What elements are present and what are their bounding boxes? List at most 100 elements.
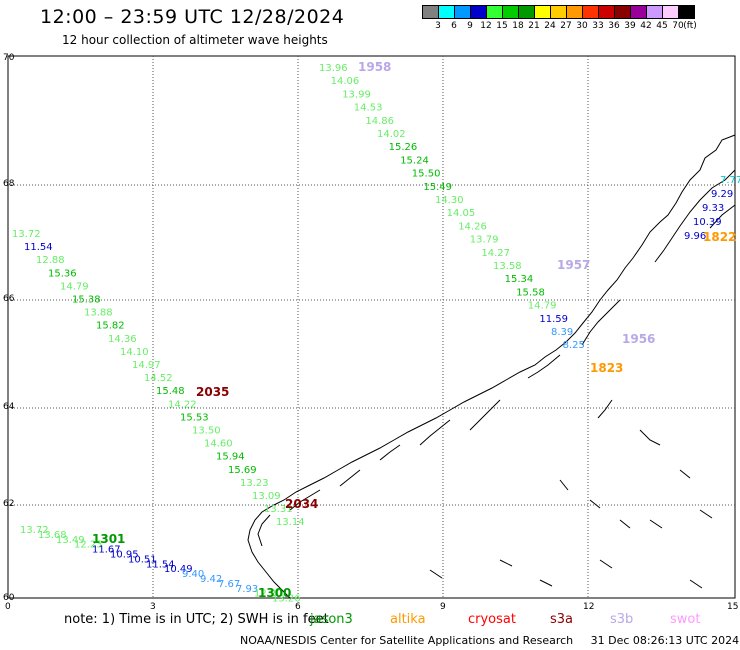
wave-height-value: 7.77 [720,175,740,186]
legend-label: 18 [512,21,524,31]
wave-height-value: 13.96 [319,63,348,74]
wave-height-value: 15.53 [180,412,209,423]
legend-swatch [630,5,647,19]
wave-height-value: 11.59 [539,314,568,325]
wave-height-value: 15.82 [96,321,125,332]
wave-height-value: 14.52 [144,373,173,384]
legend-swatch [486,5,503,19]
wave-height-value: 14.97 [132,360,161,371]
wave-height-value: 9.33 [702,203,724,214]
grid-lines [8,56,735,598]
wave-height-value: 9.29 [711,189,733,200]
wave-height-value: 14.05 [447,208,476,219]
wave-height-value: 13.88 [84,308,113,319]
lat-label: 66 [3,294,15,304]
wave-height-value: 15.69 [228,465,257,476]
lat-label: 60 [3,593,15,603]
legend-unit: (ft) [683,21,697,31]
legend-swatch [470,5,487,19]
wave-height-value: 11.54 [146,559,175,570]
timestamp-text: 31 Dec 08:26:13 UTC 2024 [590,634,740,647]
legend-swatch [454,5,471,19]
legend-label: 9 [467,21,473,31]
wave-height-value: 15.26 [389,142,418,153]
legend-label: 33 [592,21,604,31]
legend-label: 15 [496,21,508,31]
wave-height-value: 15.38 [72,295,101,306]
legend-swatch [646,5,663,19]
wave-height-value: 14.06 [331,76,360,87]
satellite-cryosat: cryosat [468,612,516,627]
wave-height-value: 13.26 [272,594,301,605]
wave-height-value: 13.72 [20,525,49,536]
wave-height-value: 8.25 [563,340,585,351]
legend-swatch [614,5,631,19]
satellite-s3a: s3a [550,612,574,627]
wave-height-value: 14.02 [377,129,406,140]
note-line: note: 1) Time is in UTC; 2) SWH is in fe… [64,612,700,627]
pass-time-label: 1823 [590,361,623,375]
legend-label: 21 [528,21,540,31]
legend-swatch [438,5,455,19]
legend-swatch [598,5,615,19]
satellite-swot: swot [670,612,701,627]
legend-swatch [518,5,535,19]
wave-height-value: 15.48 [156,386,185,397]
pass-time-label: 1822 [703,230,736,244]
legend-swatch [550,5,567,19]
wave-height-value: 10.51 [128,554,157,565]
wave-height-value: 11.67 [92,545,121,556]
wave-height-value: 13.14 [276,517,305,528]
lon-label: 15 [727,602,738,612]
legend-label: 45 [656,21,668,31]
legend-label: 30 [576,21,588,31]
wave-height-value: 14.60 [204,439,233,450]
lon-axis-labels: 0 3 6 9 12 15 [5,602,738,612]
wave-height-value: 14.10 [120,347,149,358]
wave-height-value: 13.50 [192,426,221,437]
wave-height-value: 13.31 [264,504,293,515]
wave-height-value: 15.34 [505,274,534,285]
wave-height-value: 12.23 [74,540,103,551]
wave-height-value: 13.23 [240,478,269,489]
wave-height-value: 15.24 [400,155,429,166]
color-legend: 3 6 9 12 15 18 21 24 27 30 33 36 39 42 45 70 (ft) [422,5,697,31]
wave-height-value: 14.22 [168,399,197,410]
wave-height-value: 8.39 [551,327,573,338]
satellite-altika: altika [390,612,426,627]
wave-height-value: 13.58 [493,261,522,272]
wave-height-value: 14.79 [60,281,89,292]
pass-time-label: 2034 [285,497,318,511]
wave-height-value: 14.36 [108,334,137,345]
legend-swatch [678,5,695,19]
wave-height-value: 14.79 [528,301,557,312]
wave-height-value: 9.96 [684,231,706,242]
legend-label: 39 [624,21,636,31]
wave-height-value: 15.94 [216,452,245,463]
wave-height-value: 13.49 [56,535,85,546]
wave-height-value: 15.49 [423,182,452,193]
wave-height-value: 14.27 [481,248,510,259]
lon-label: 3 [150,602,156,612]
legend-label: 6 [451,21,457,31]
page-title: 12:00 – 23:59 UTC 12/28/2024 [40,6,345,28]
legend-swatch [566,5,583,19]
wave-height-value: 13.79 [470,235,499,246]
wave-height-value: 15.50 [412,169,441,180]
lon-label: 0 [5,602,11,612]
lon-label: 9 [440,602,446,612]
wave-height-value: 9.42 [200,574,222,585]
legend-swatch [582,5,599,19]
lon-label: 6 [295,602,301,612]
wave-height-value: 10.49 [164,564,193,575]
satellite-tracks: 13.96 14.06 13.99 14.53 14.86 14.02 15.26 15.24… [12,63,740,605]
wave-height-value: 15.58 [516,287,545,298]
legend-label: 36 [608,21,620,31]
wave-height-value: 13.09 [252,491,281,502]
footer-credit: NOAA/NESDIS Center for Satellite Applica… [240,634,739,647]
satellite-jason3: jason3 [310,612,353,627]
legend-label: 24 [544,21,556,31]
wave-height-value: 14.86 [365,116,394,127]
legend-label: 27 [560,21,572,31]
map-frame [7,55,736,599]
